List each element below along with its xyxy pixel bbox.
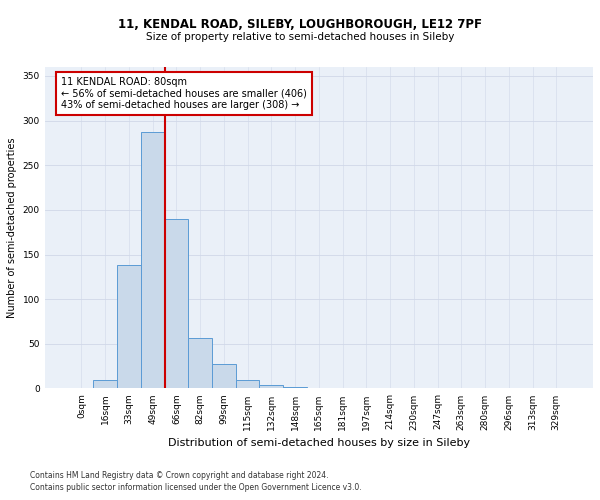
X-axis label: Distribution of semi-detached houses by size in Sileby: Distribution of semi-detached houses by … bbox=[168, 438, 470, 448]
Bar bbox=[283, 386, 307, 388]
Bar bbox=[164, 219, 188, 388]
Text: 11, KENDAL ROAD, SILEBY, LOUGHBOROUGH, LE12 7PF: 11, KENDAL ROAD, SILEBY, LOUGHBOROUGH, L… bbox=[118, 18, 482, 30]
Text: Size of property relative to semi-detached houses in Sileby: Size of property relative to semi-detach… bbox=[146, 32, 454, 42]
Bar bbox=[236, 380, 259, 388]
Bar bbox=[93, 380, 117, 388]
Y-axis label: Number of semi-detached properties: Number of semi-detached properties bbox=[7, 138, 17, 318]
Text: Contains public sector information licensed under the Open Government Licence v3: Contains public sector information licen… bbox=[30, 484, 362, 492]
Bar bbox=[188, 338, 212, 388]
Bar bbox=[259, 385, 283, 388]
Text: Contains HM Land Registry data © Crown copyright and database right 2024.: Contains HM Land Registry data © Crown c… bbox=[30, 471, 329, 480]
Text: 11 KENDAL ROAD: 80sqm
← 56% of semi-detached houses are smaller (406)
43% of sem: 11 KENDAL ROAD: 80sqm ← 56% of semi-deta… bbox=[61, 76, 307, 110]
Bar bbox=[117, 265, 141, 388]
Bar bbox=[212, 364, 236, 388]
Bar bbox=[141, 132, 164, 388]
